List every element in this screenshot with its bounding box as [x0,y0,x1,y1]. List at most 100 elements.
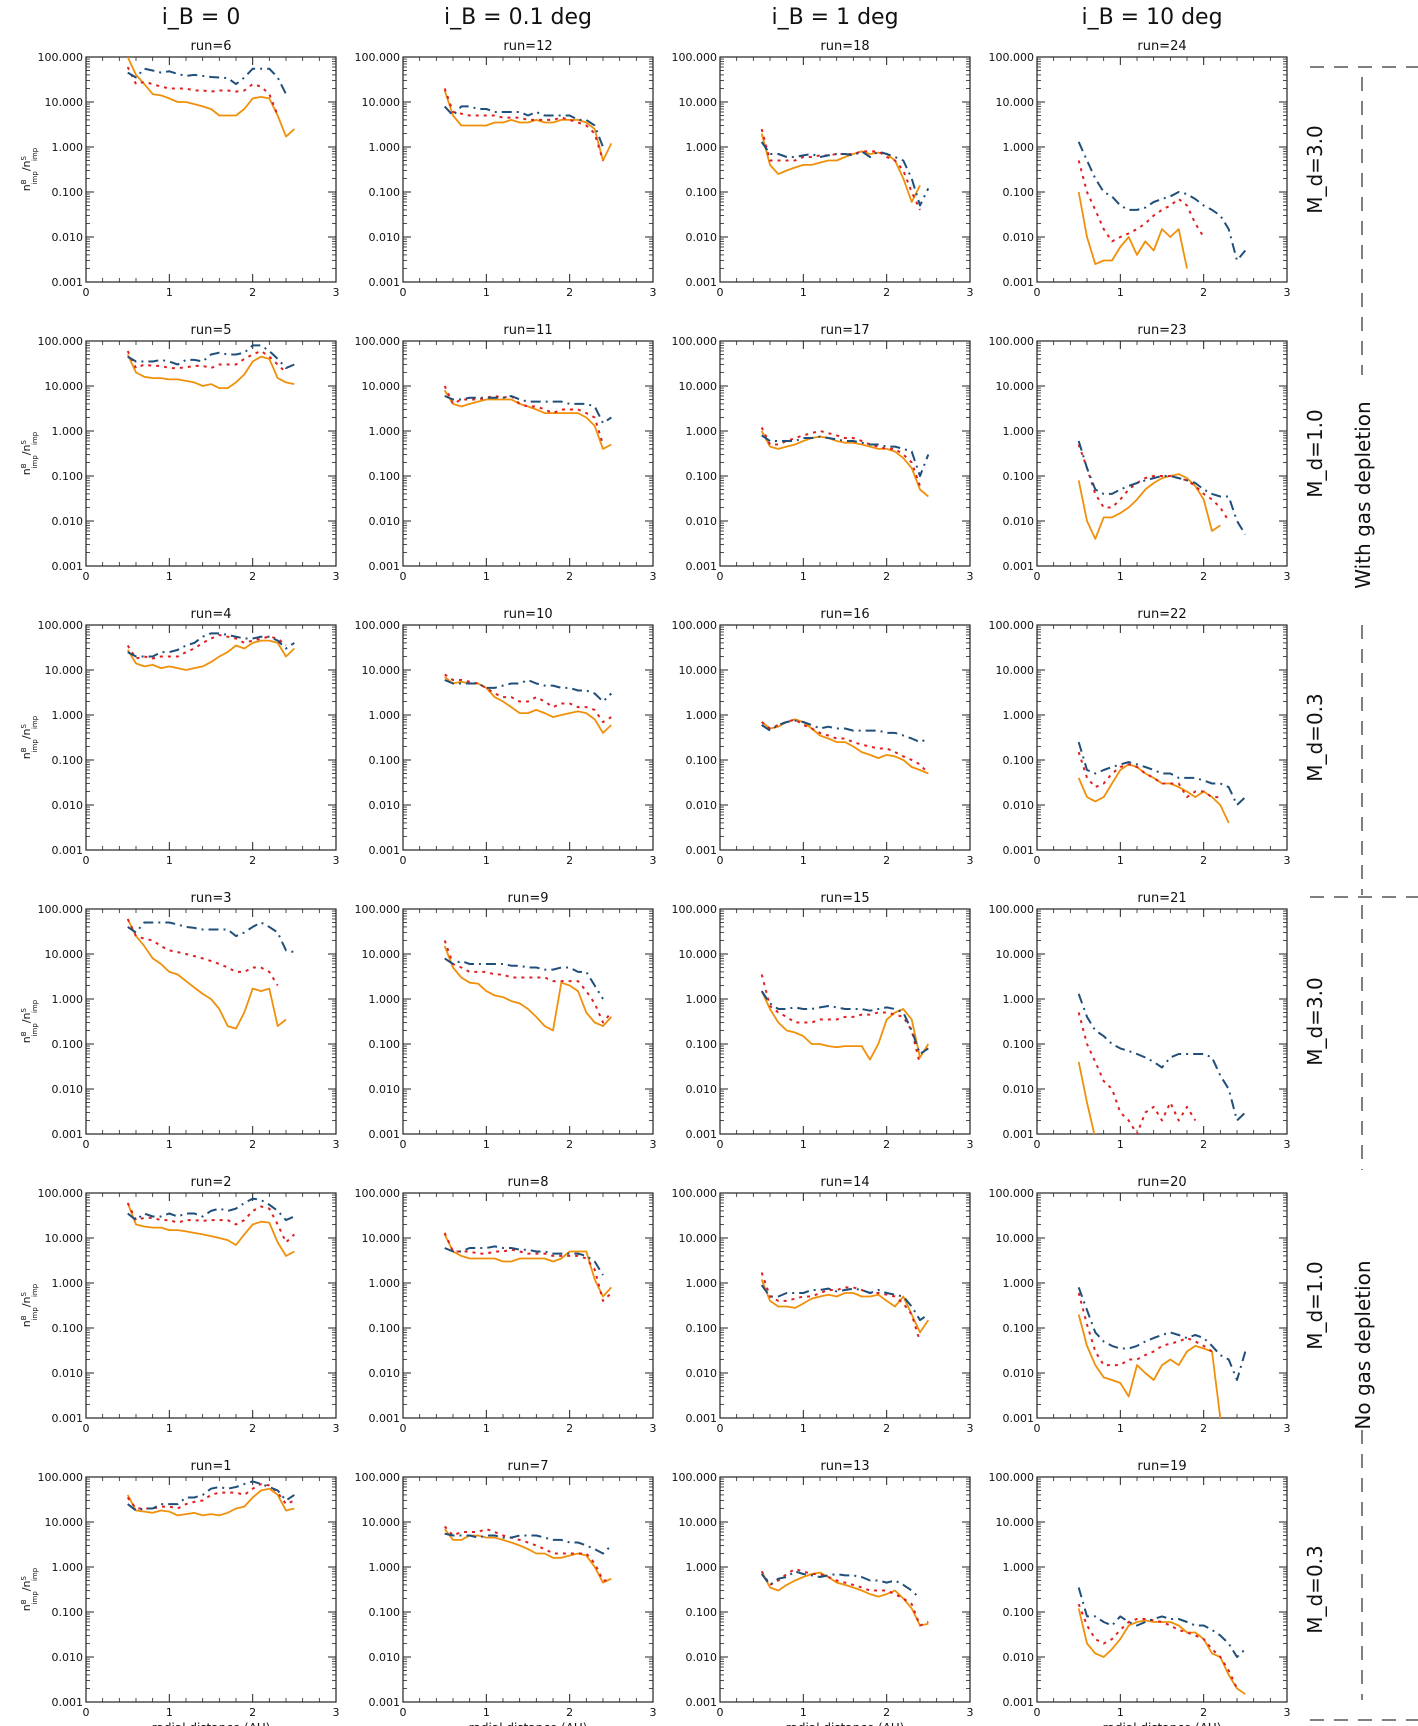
panel: run=4 0.001 0.010 0.100 1.000 10.000 100.000 0 1… [20,607,340,867]
panel: run=7 0.001 0.010 0.100 1.000 10.000 100.000 0 1… [355,1459,657,1726]
y-tick-label: 0.001 [369,844,401,857]
y-tick-label: 100.000 [672,335,718,348]
panel-title: run=1 [191,1459,232,1474]
y-tick-label: 1.000 [686,141,718,154]
y-tick-label: 1.000 [1003,709,1035,722]
x-tick-label: 1 [166,1706,173,1719]
panel-title: run=20 [1137,1175,1186,1190]
blue-dash-dot-line [127,344,295,370]
x-tick-label: 2 [249,1422,256,1435]
y-tick-label: 0.010 [686,799,718,812]
y-tick-label: 0.010 [369,515,401,528]
y-tick-label: 1.000 [686,1277,718,1290]
y-tick-label: 100.000 [672,51,718,64]
y-tick-label: 0.010 [369,231,401,244]
y-tick-label: 0.100 [686,1606,718,1619]
orange-solid-line [1077,763,1230,824]
x-tick-label: 0 [717,286,724,299]
x-tick-label: 1 [1117,1422,1124,1435]
y-tick-label: 0.001 [52,1128,84,1141]
plot-frame [402,1192,654,1419]
panel-title: run=23 [1137,323,1186,338]
orange-solid-line [126,1487,295,1517]
row-labels: M_d=3.0 M_d=1.0 M_d=0.3 M_d=3.0 M_d=1.0 … [1303,125,1327,1634]
y-axis-label: nB imp/nS imp [20,999,39,1043]
x-tick-label: 0 [83,570,90,583]
y-tick-label: 1.000 [1003,1277,1035,1290]
x-tick-label: 2 [249,570,256,583]
y-tick-label: 0.100 [686,186,718,199]
y-tick-label: 0.010 [686,231,718,244]
x-tick-label: 3 [650,1706,657,1719]
y-tick-label: 10.000 [362,664,401,677]
y-tick-label: 0.100 [369,470,401,483]
red-dotted-line [760,1272,921,1342]
x-tick-label: 1 [483,1706,490,1719]
y-tick-label: 0.010 [1003,799,1035,812]
y-tick-label: 10.000 [45,664,84,677]
group-dividers [1310,66,1418,1721]
x-tick-label: 1 [166,570,173,583]
plot-frame [1036,340,1288,567]
x-tick-label: 3 [650,854,657,867]
y-tick-label: 0.001 [369,1412,401,1425]
x-tick-label: 3 [650,570,657,583]
y-tick-label: 10.000 [679,96,718,109]
panel-title: run=14 [820,1175,869,1190]
panel: run=11 0.001 0.010 0.100 1.000 10.000 100.000 0… [355,323,657,583]
y-axis-label: nB imp/nS imp [20,431,39,475]
y-tick-label: 1.000 [369,141,401,154]
y-tick-label: 0.001 [686,1412,718,1425]
y-tick-label: 1.000 [369,1277,401,1290]
x-tick-label: 2 [566,570,573,583]
y-tick-label: 100.000 [355,335,401,348]
y-tick-label: 10.000 [45,948,84,961]
panel: run=20 0.001 0.010 0.100 1.000 10.000 100.000 0… [989,1175,1291,1435]
y-tick-label: 0.001 [1003,276,1035,289]
x-tick-label: 0 [83,286,90,299]
panel-title: run=24 [1137,39,1186,54]
y-tick-label: 100.000 [672,619,718,632]
y-tick-label: 0.010 [1003,231,1035,244]
y-tick-label: 0.010 [52,1651,84,1664]
y-tick-label: 0.010 [52,231,84,244]
y-tick-label: 0.001 [52,1412,84,1425]
y-axis-label: nB imp/nS imp [20,1283,39,1327]
x-tick-label: 2 [566,854,573,867]
x-tick-label: 2 [883,570,890,583]
y-axis-label: nB imp/nS imp [20,715,39,759]
panel-title: run=12 [503,39,552,54]
y-tick-label: 100.000 [38,1187,84,1200]
x-tick-label: 1 [1117,286,1124,299]
x-tick-label: 2 [883,286,890,299]
x-tick-label: 3 [967,286,974,299]
y-tick-label: 0.100 [369,1038,401,1051]
y-tick-label: 0.001 [52,276,84,289]
orange-solid-line [760,133,921,203]
orange-solid-line [126,354,295,389]
x-tick-label: 0 [400,1422,407,1435]
panel: run=1 0.001 0.010 0.100 1.000 10.000 100.000 0 1… [20,1459,340,1726]
x-tick-label: 0 [400,1706,407,1719]
panel: run=18 0.001 0.010 0.100 1.000 10.000 100.000 0… [672,39,974,299]
column-headers: i_B = 0 i_B = 0.1 deg i_B = 1 deg i_B = … [162,5,1223,30]
x-tick-label: 3 [1284,570,1291,583]
x-tick-label: 0 [1034,854,1041,867]
y-tick-label: 100.000 [38,51,84,64]
panel: run=16 0.001 0.010 0.100 1.000 10.000 100.000 0… [672,607,974,867]
red-dotted-line [443,88,604,161]
x-tick-label: 3 [967,1706,974,1719]
y-tick-label: 0.100 [52,186,84,199]
plot-frame [1036,624,1288,851]
y-tick-label: 1.000 [686,709,718,722]
plot-frame [402,340,654,567]
y-tick-label: 1.000 [52,1561,84,1574]
y-tick-label: 100.000 [38,1471,84,1484]
y-tick-label: 100.000 [672,1187,718,1200]
y-tick-label: 100.000 [989,903,1035,916]
y-tick-label: 10.000 [679,1232,718,1245]
y-tick-label: 0.100 [52,470,84,483]
x-tick-label: 3 [1284,1138,1291,1151]
panel: run=24 0.001 0.010 0.100 1.000 10.000 100.000 0… [989,39,1291,299]
plot-frame [85,908,337,1135]
